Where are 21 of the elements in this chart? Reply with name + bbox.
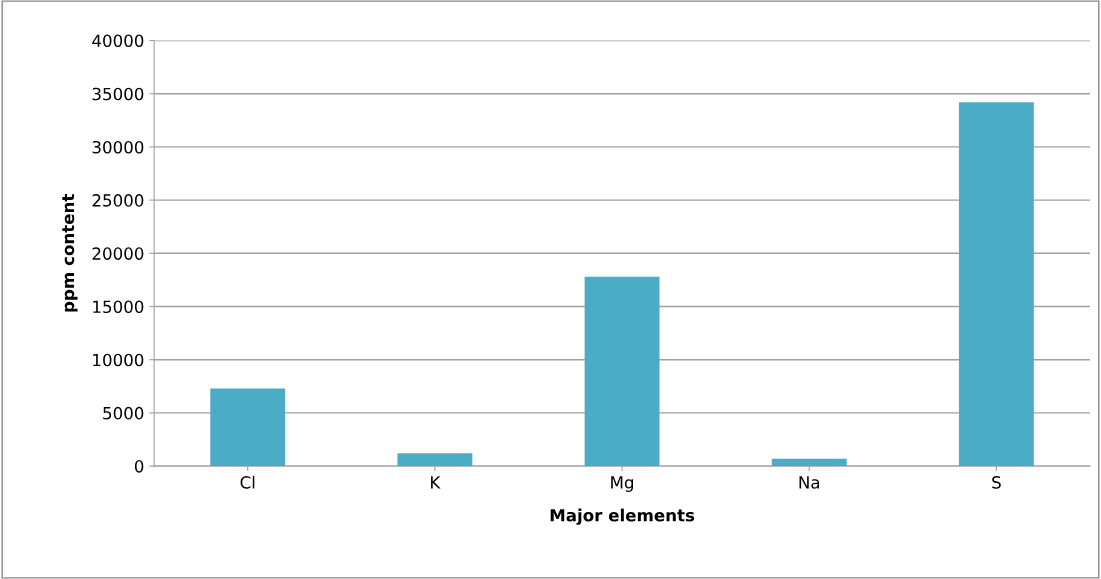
bar: [210, 388, 286, 467]
y-tick-label: 15000: [93, 300, 144, 314]
x-tick-label: Cl: [240, 475, 255, 489]
bar: [771, 458, 847, 467]
y-tick-label: 0: [134, 460, 144, 473]
y-tick-label: 5000: [103, 406, 144, 420]
y-tick-label: 25000: [92, 194, 144, 207]
y-tick-label: 30000: [92, 140, 144, 154]
bar: [584, 276, 660, 467]
x-tick-label: S: [992, 476, 1001, 489]
y-tick-label: 20000: [92, 247, 144, 260]
bar: [397, 453, 473, 467]
y-tick-label: 35000: [92, 87, 144, 101]
y-axis-title: ppm content: [62, 194, 78, 312]
bar: [958, 102, 1034, 467]
x-axis-title: Major elements: [550, 508, 695, 525]
x-tick-label: K: [431, 476, 441, 489]
x-tick-label: Mg: [611, 476, 634, 492]
x-tick-label: Na: [799, 476, 820, 489]
y-tick-label: 40000: [92, 34, 144, 48]
y-tick-label: 10000: [93, 353, 144, 367]
